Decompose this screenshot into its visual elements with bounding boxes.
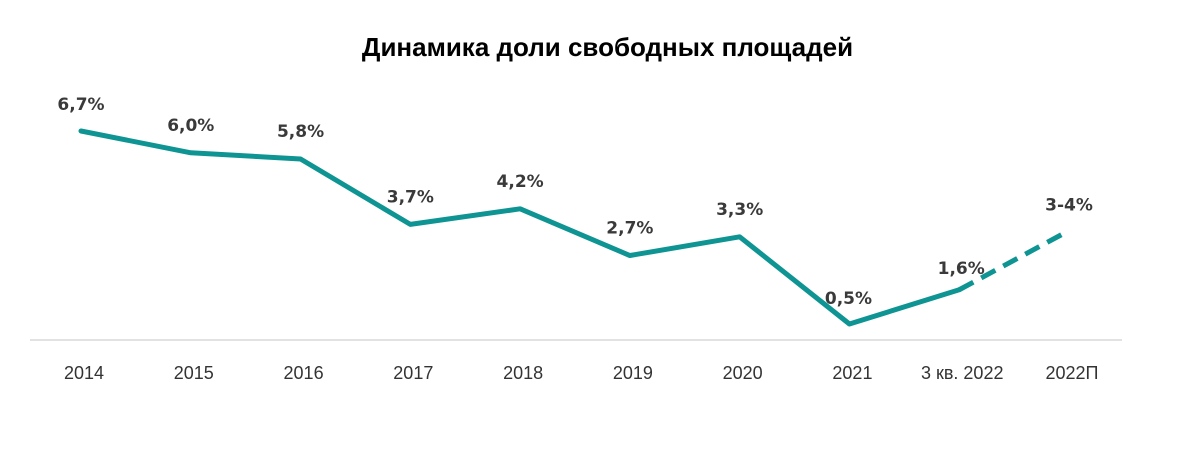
x-tick-label: 2022П [1046,363,1099,383]
data-label: 6,7% [57,95,104,115]
series-line-actual [78,128,962,327]
data-label: 2,7% [606,219,653,239]
data-label: 4,2% [497,172,544,192]
data-label: 6,0% [167,116,214,136]
x-tick-labels-group: 2014 2015 2016 2017 2018 2019 2020 2021 3 кв. 20… [64,363,1099,383]
data-label: 3,7% [387,187,434,207]
x-tick-label: 2019 [613,363,653,383]
data-label: 1,6% [938,259,985,279]
x-tick-label: 3 кв. 2022 [921,363,1004,383]
chart-title: Динамика доли свободных площадей [361,32,854,62]
data-label: 0,5% [825,289,872,309]
x-tick-label: 2021 [832,363,872,383]
x-tick-label: 2020 [723,363,763,383]
x-tick-label: 2017 [393,363,433,383]
x-tick-label: 2016 [284,363,324,383]
data-label: 5,8% [277,122,324,142]
x-tick-label: 2014 [64,363,104,383]
series-line-forecast [958,228,1071,292]
data-labels-group: 6,7% 6,0% 5,8% 3,7% 4,2% 2,7% 3,3% 0,5% 1,6% 3-4% [57,95,1092,309]
series-group [78,128,1071,327]
x-tick-label: 2015 [174,363,214,383]
data-label: 3-4% [1045,196,1093,216]
x-tick-label: 2018 [503,363,543,383]
data-label: 3,3% [716,200,763,220]
